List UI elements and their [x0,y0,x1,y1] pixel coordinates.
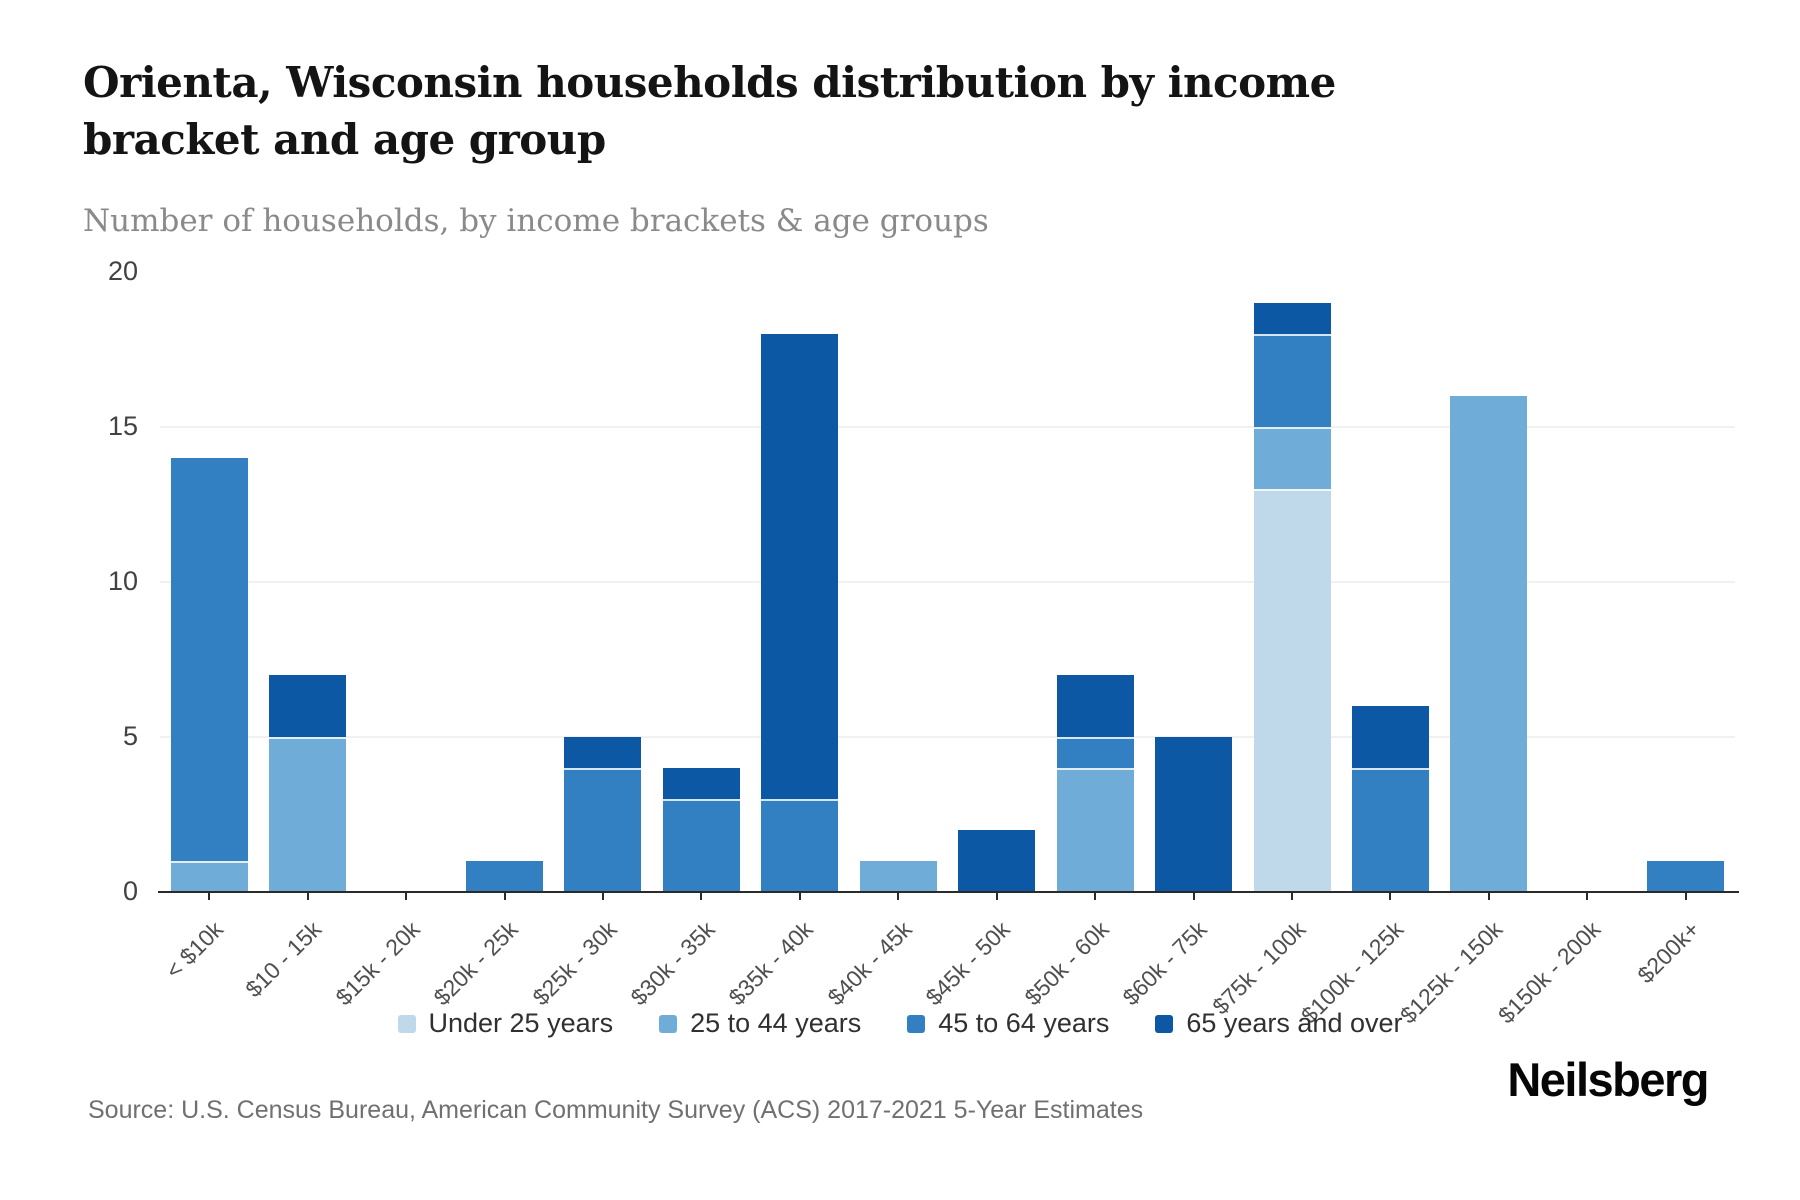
x-axis-tick [405,893,408,900]
x-axis-category-label-text: $25k - 30k [527,916,622,1011]
legend-item-25-to-44-years[interactable]: 25 to 44 years [659,1008,861,1039]
x-axis-tick [503,893,506,900]
source-text: Source: U.S. Census Bureau, American Com… [88,1096,1144,1124]
legend-swatch-45-to-64-years [907,1014,926,1033]
x-axis-tick [897,893,900,900]
bar-segment[interactable] [1056,675,1134,737]
bar-segment[interactable] [662,799,740,892]
x-axis-category-label-text: $30k - 35k [625,916,720,1011]
y-axis-tick-label: 20 [107,256,138,286]
y-axis-tick-label: 10 [107,566,138,596]
chart-legend: Under 25 years 25 to 44 years 45 to 64 yea… [0,1008,1800,1039]
y-gridline [160,581,1735,583]
bar-segment[interactable] [859,861,937,892]
y-axis-tick-label: 5 [122,721,138,751]
x-axis-tick [1291,893,1294,900]
bar-segment[interactable] [1253,427,1331,489]
legend-swatch-25-to-44-years [659,1014,678,1033]
y-axis-tick-label: 0 [122,876,138,906]
bar-segment[interactable] [1155,737,1233,892]
bar-segment[interactable] [662,768,740,799]
x-axis-tick [1487,893,1490,900]
legend-item-45-to-64-years[interactable]: 45 to 64 years [907,1008,1109,1039]
x-axis-tick [306,893,309,900]
chart-title: Orienta, Wisconsin households distributi… [83,58,1336,164]
x-axis-category-label-text: $50k - 60k [1019,916,1114,1011]
bar-segment[interactable] [761,799,839,892]
legend-swatch-65-years-and-over [1155,1014,1174,1033]
y-gridline [160,426,1735,428]
bar-segment[interactable] [1450,396,1528,892]
x-axis-tick [995,893,998,900]
bar-segment[interactable] [564,737,642,768]
x-axis-category-label-text: $15k - 20k [330,916,425,1011]
bar-segment[interactable] [1253,334,1331,427]
x-axis-tick [208,893,211,900]
x-axis-tick [700,893,703,900]
bar-segment[interactable] [269,675,347,737]
x-axis-category-label-text: $20k - 25k [428,916,523,1011]
y-gridline [160,736,1735,738]
x-axis-tick [1389,893,1392,900]
chart-subtitle: Number of households, by income brackets… [83,203,989,239]
bar-segment[interactable] [564,768,642,892]
bar-segment[interactable] [466,861,544,892]
x-axis-category-label-text: $35k - 40k [723,916,819,1011]
x-axis-line [158,891,1739,893]
x-axis-category-label-text: $45k - 50k [920,916,1016,1011]
x-axis-category-label-text: $40k - 45k [822,916,917,1011]
legend-label-under-25-years: Under 25 years [428,1008,614,1038]
legend-label-25-to-44-years: 25 to 44 years [690,1008,862,1038]
x-axis-tick [1094,893,1097,900]
bar-segment[interactable] [761,334,839,799]
legend-swatch-under-25-years [397,1014,416,1033]
legend-label-65-years-and-over: 65 years and over [1186,1008,1403,1038]
x-axis-tick [1192,893,1195,900]
bar-segment[interactable] [1253,489,1331,892]
bar-segment[interactable] [1351,706,1429,768]
bar-segment[interactable] [1056,737,1134,768]
x-axis-category-label-text: < $10k [159,916,228,984]
x-axis-tick [601,893,604,900]
y-axis-tick-label: 15 [107,411,138,441]
bar-segment[interactable] [269,737,347,892]
legend-item-under-25-years[interactable]: Under 25 years [397,1008,614,1039]
x-axis-category-label-text: $200k+ [1631,916,1705,989]
bar-segment[interactable] [1253,303,1331,334]
bar-segment[interactable] [170,458,248,861]
x-axis-tick [1684,893,1687,900]
x-axis-category-label-text: $60k - 75k [1117,916,1212,1011]
bar-segment[interactable] [1351,768,1429,892]
bar-segment[interactable] [1647,861,1725,892]
legend-item-65-years-and-over[interactable]: 65 years and over [1155,1008,1403,1039]
bar-segment[interactable] [1056,768,1134,892]
legend-label-45-to-64-years: 45 to 64 years [938,1008,1110,1038]
x-axis-category-label-text: $75k - 100k [1207,916,1311,1020]
x-axis-tick [1586,893,1589,900]
x-axis-tick [798,893,801,900]
bar-segment[interactable] [958,830,1036,892]
bar-segment[interactable] [170,861,248,892]
brand-logo: Neilsberg [1507,1053,1709,1106]
x-axis-category-label-text: $10 - 15k [239,916,327,1003]
